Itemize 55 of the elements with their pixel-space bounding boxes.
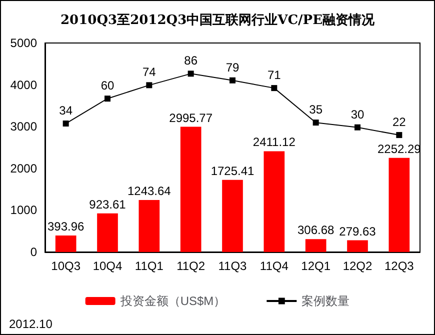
x-tick-label: 10Q4 — [92, 259, 122, 273]
data-label: 2411.12 — [252, 135, 296, 150]
point — [312, 120, 319, 126]
data-label: 279.63 — [339, 224, 376, 238]
x-tick-label: 12Q2 — [342, 259, 372, 273]
data-label: 86 — [184, 54, 198, 68]
legend-label: 投资金额（US$M） — [119, 294, 226, 308]
data-label: 34 — [59, 104, 73, 118]
x-tick-label: 11Q3 — [218, 259, 248, 273]
bar — [264, 151, 285, 252]
data-label: 30 — [350, 107, 364, 122]
data-label: 22 — [392, 115, 406, 130]
bar — [305, 239, 326, 252]
x-tick-label: 11Q2 — [176, 259, 206, 273]
data-label: 923.61 — [89, 197, 126, 212]
point — [396, 132, 402, 138]
bar — [347, 240, 368, 252]
x-tick-label: 11Q4 — [260, 259, 289, 273]
y-tick-label: 3000 — [10, 120, 38, 134]
y-tick-label: 5000 — [10, 36, 38, 50]
point — [146, 82, 152, 88]
x-tick-label: 11Q1 — [134, 259, 164, 273]
y-tick-label: 0 — [30, 245, 38, 259]
data-label: 79 — [226, 60, 240, 74]
bar — [180, 126, 202, 252]
bar — [97, 213, 118, 252]
data-label: 393.96 — [47, 220, 85, 234]
data-label: 1725.41 — [210, 164, 255, 178]
bar — [388, 158, 410, 252]
x-tick-label: 12Q3 — [384, 259, 414, 273]
point — [271, 85, 278, 92]
data-label: 35 — [309, 102, 323, 117]
x-tick-label: 12Q1 — [301, 259, 331, 273]
bar — [222, 180, 243, 252]
bar — [55, 236, 76, 252]
point — [188, 70, 194, 77]
data-label: 306.68 — [297, 223, 335, 238]
legend-label: 案例数量 — [302, 294, 350, 308]
data-label: 60 — [100, 78, 114, 93]
data-label: 74 — [142, 65, 156, 80]
data-label: 1243.64 — [127, 184, 172, 198]
chart-title: 2010Q3至2012Q3中国互联网行业VC/PE融资情况 — [60, 13, 376, 28]
point — [230, 77, 236, 84]
data-label: 2252.29 — [377, 142, 422, 156]
bar — [138, 200, 160, 252]
text: 2012.10 — [9, 317, 53, 331]
x-tick-label: 10Q3 — [51, 259, 81, 273]
data-label: 2995.77 — [169, 110, 213, 125]
y-tick-label: 2000 — [10, 161, 38, 176]
point — [104, 96, 110, 102]
y-tick-label: 4000 — [10, 78, 38, 92]
point — [354, 124, 360, 130]
data-label: 71 — [267, 68, 282, 82]
point — [62, 120, 69, 127]
y-tick-label: 1000 — [10, 203, 38, 218]
